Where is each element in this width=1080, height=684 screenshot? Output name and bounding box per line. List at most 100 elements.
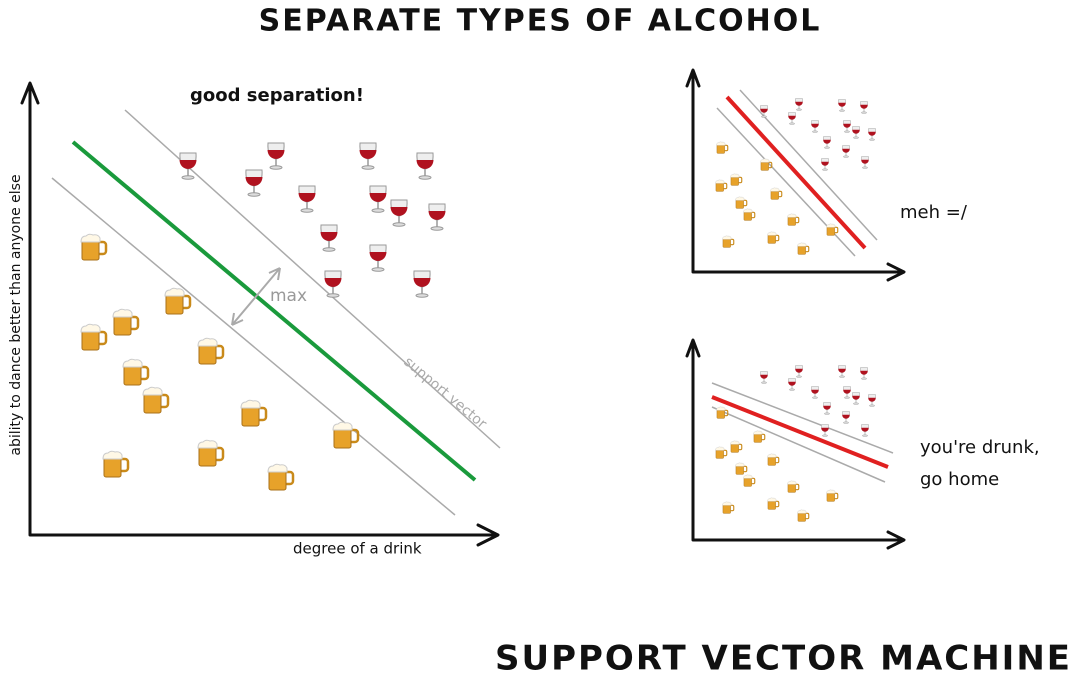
handle: [131, 315, 140, 331]
wine-glass: [760, 105, 768, 118]
wine: [795, 368, 803, 373]
foam: [197, 439, 218, 449]
base: [269, 165, 283, 170]
mug: [770, 190, 779, 200]
mug: [735, 199, 744, 209]
margin-label: max: [270, 286, 307, 306]
handle: [141, 365, 150, 381]
handle: [768, 161, 773, 169]
caption: you're drunk,: [920, 437, 1040, 458]
beer-mug: [767, 453, 780, 466]
foam: [164, 287, 185, 297]
wine: [811, 123, 819, 128]
foam: [722, 501, 732, 506]
beer-mug: [770, 187, 783, 200]
wine-glass: [788, 112, 796, 125]
wine-glass: [795, 98, 803, 111]
beer-mug: [743, 208, 756, 221]
wine: [359, 150, 377, 159]
handle: [751, 211, 756, 219]
base: [853, 402, 859, 405]
wine: [823, 139, 831, 144]
wine-glass: [821, 158, 829, 171]
handle: [743, 199, 748, 207]
base: [822, 434, 828, 437]
foam: [735, 196, 745, 201]
handle: [775, 234, 780, 242]
mug: [103, 456, 122, 478]
beer-mug: [826, 489, 839, 502]
beer-mug: [332, 421, 360, 449]
x-axis-label: degree of a drink: [293, 540, 422, 558]
foam: [797, 509, 807, 514]
handle: [99, 240, 108, 256]
foam: [767, 231, 777, 236]
wine: [838, 368, 846, 373]
base: [853, 136, 859, 139]
mug: [333, 427, 352, 449]
y-axis-label: ability to dance better than anyone else: [8, 174, 24, 455]
wine-glass: [245, 169, 263, 197]
support-line: [711, 382, 894, 454]
handle: [795, 216, 800, 224]
beer-mug: [787, 213, 800, 226]
foam: [767, 453, 777, 458]
foam: [142, 386, 163, 396]
wine: [843, 123, 851, 128]
base: [761, 115, 767, 118]
beer-mug: [716, 141, 729, 154]
wine-glass: [416, 152, 434, 180]
wine: [861, 427, 869, 432]
mug: [722, 504, 731, 514]
mug: [113, 314, 132, 336]
wine-glass: [838, 365, 846, 378]
wine-glass: [320, 224, 338, 252]
wine-glass: [267, 142, 285, 170]
handle: [286, 470, 295, 486]
margin-arrow: [231, 267, 281, 326]
wine: [868, 131, 876, 136]
wine-glass: [413, 270, 431, 298]
mug: [198, 445, 217, 467]
mug: [743, 211, 752, 221]
base: [430, 226, 444, 231]
handle: [834, 226, 839, 234]
wine-glass: [860, 367, 868, 380]
wine-glass: [852, 126, 860, 139]
beer-mug: [122, 358, 150, 386]
base: [812, 130, 818, 133]
base: [861, 377, 867, 380]
wine: [369, 252, 387, 261]
mug: [735, 465, 744, 475]
beer-mug: [102, 450, 130, 478]
wine: [821, 161, 829, 166]
base: [812, 396, 818, 399]
hyperplane: [71, 140, 477, 482]
foam: [722, 235, 732, 240]
wine: [390, 207, 408, 216]
base: [789, 388, 795, 391]
handle: [216, 446, 225, 462]
mug: [715, 449, 724, 459]
beer-mug: [722, 235, 735, 248]
base: [839, 109, 845, 112]
base: [822, 168, 828, 171]
hyperplane: [711, 395, 889, 469]
wine-glass: [860, 101, 868, 114]
wine: [842, 148, 850, 153]
wine-glass: [823, 136, 831, 149]
wine-glass: [868, 394, 876, 407]
support-line: [739, 89, 878, 241]
title: SEPARATE TYPES OF ALCOHOL: [259, 4, 822, 39]
base: [361, 165, 375, 170]
caption: go home: [920, 469, 999, 490]
foam: [102, 450, 123, 460]
support-vector-label: support vector: [401, 354, 490, 432]
base: [861, 111, 867, 114]
wine: [788, 115, 796, 120]
handle: [724, 144, 729, 152]
wine: [267, 150, 285, 159]
wine-glass: [760, 371, 768, 384]
wine-glass: [823, 402, 831, 415]
